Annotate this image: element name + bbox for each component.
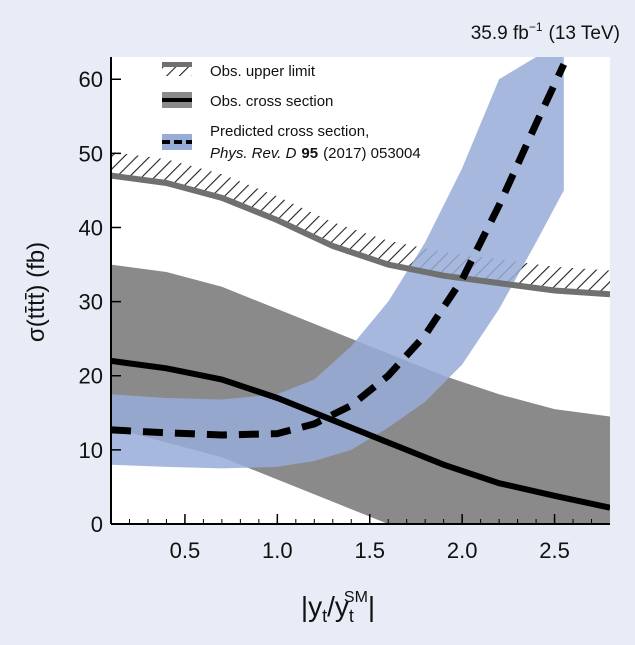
y-tick-label: 40	[79, 215, 103, 240]
legend-label-reference: Phys. Rev. D 95 (2017) 053004	[210, 145, 421, 162]
predicted-band	[111, 57, 564, 469]
x-tick-label: 1.5	[354, 538, 385, 563]
y-axis-label: σ(tt̄tt̄) (fb)	[23, 242, 50, 342]
legend-label-predicted: Predicted cross section,	[210, 123, 369, 140]
legend-entry-cross-section: Obs. cross section	[162, 92, 333, 110]
legend-label-cross-section: Obs. cross section	[210, 93, 333, 110]
legend-label-upper-limit: Obs. upper limit	[210, 63, 316, 80]
lumi-label: 35.9 fb−1 (13 TeV)	[471, 20, 620, 44]
legend: Obs. upper limit Obs. cross section Pred…	[162, 62, 421, 162]
y-tick-label: 10	[79, 438, 103, 463]
x-tick-label: 2.0	[447, 538, 478, 563]
y-tick-label: 20	[79, 364, 103, 389]
upper-limit-line	[111, 172, 610, 298]
x-tick-label: 0.5	[170, 538, 201, 563]
y-tick-label: 60	[79, 67, 103, 92]
legend-entry-predicted: Predicted cross section, Phys. Rev. D 95(…	[162, 123, 421, 162]
obs-cross-section-line	[111, 357, 610, 511]
y-tick-label: 0	[91, 512, 103, 537]
legend-entry-upper-limit: Obs. upper limit	[162, 62, 316, 80]
x-axis-label: |yt/ytSM|	[301, 589, 375, 626]
predicted-line	[111, 62, 567, 439]
x-tick-label: 1.0	[262, 538, 293, 563]
y-tick-label: 30	[79, 290, 103, 315]
y-tick-label: 50	[79, 141, 103, 166]
x-tick-label: 2.5	[539, 538, 570, 563]
